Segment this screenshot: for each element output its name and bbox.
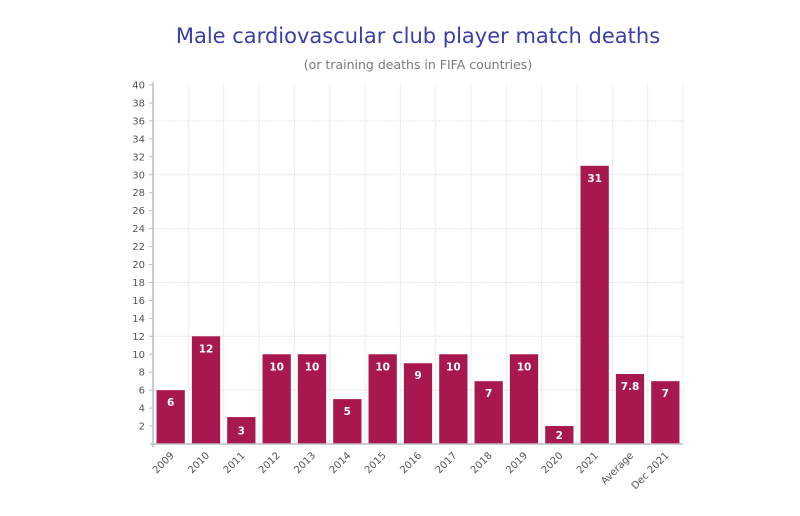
x-tick-label: 2011 (222, 450, 248, 476)
data-label: 12 (199, 343, 214, 355)
x-tick-labels: 2009 2010 2011 2012 2013 2014 2015 2016 2017 2018… (151, 450, 671, 492)
data-label: 31 (587, 173, 602, 185)
y-tick-label: 32 (132, 152, 145, 163)
y-tick-label: 36 (132, 116, 145, 127)
x-tick-label: 2016 (398, 450, 424, 476)
y-tick-label: 26 (132, 206, 145, 217)
y-tick-label: 8 (139, 368, 145, 379)
bars (156, 165, 680, 444)
y-tick-label: 38 (132, 98, 145, 109)
y-tick-label: 30 (132, 170, 145, 181)
x-tick-label: Average (599, 450, 636, 487)
data-label: 9 (414, 370, 421, 382)
bar-2010 (191, 336, 221, 444)
bar-2011 (227, 417, 256, 444)
y-tick-label: 28 (132, 188, 145, 199)
data-label: 7.8 (621, 381, 640, 393)
x-tick-label: 2014 (328, 450, 354, 476)
bar-2016 (403, 363, 433, 444)
x-tick-label: 2019 (504, 450, 530, 476)
y-tick-label: 16 (132, 296, 145, 307)
axes (149, 82, 683, 447)
bar-2014 (333, 399, 362, 444)
x-tick-label: Dec 2021 (630, 450, 672, 492)
x-tick-label: 2018 (469, 450, 495, 476)
x-tick-label: 2013 (292, 450, 318, 476)
data-label: 10 (375, 361, 390, 373)
chart-subtitle: (or training deaths in FIFA countries) (303, 57, 533, 72)
data-label: 2 (556, 430, 563, 442)
y-tick-label: 12 (132, 332, 145, 343)
bar-2012 (262, 354, 291, 444)
bar-2021 (580, 165, 609, 444)
y-tick-label: 14 (132, 314, 145, 325)
x-tick-label: 2017 (434, 450, 460, 476)
y-tick-label: 24 (132, 224, 145, 235)
data-label: 7 (662, 388, 669, 400)
x-tick-label: 2010 (186, 450, 212, 476)
bar-2015 (368, 354, 397, 444)
x-tick-label: 2021 (575, 450, 601, 476)
chart-title: Male cardiovascular club player match de… (175, 24, 661, 48)
data-labels: 6 12 3 10 10 5 10 9 10 7 10 2 31 7.8 7 (167, 173, 669, 442)
data-label: 3 (238, 426, 245, 438)
x-tick-label: 2009 (151, 450, 177, 476)
data-label: 10 (305, 361, 320, 373)
bar-dec-2021 (651, 381, 680, 444)
y-tick-label: 22 (132, 242, 145, 253)
y-tick-label: 6 (139, 386, 145, 397)
y-tick-label: 18 (132, 278, 145, 289)
y-tick-label: 4 (139, 404, 145, 415)
y-tick-label: 2 (139, 422, 145, 433)
data-label: 10 (517, 361, 532, 373)
y-tick-label: 10 (132, 350, 145, 361)
data-label: 6 (167, 397, 174, 409)
bar-2018 (474, 381, 503, 444)
y-tick-label: 34 (132, 134, 145, 145)
x-tick-label: 2020 (540, 450, 566, 476)
y-tick-label: 20 (132, 260, 145, 271)
x-tick-label: 2012 (257, 450, 283, 476)
bar-2020 (545, 426, 574, 444)
data-label: 10 (446, 361, 461, 373)
bar-average (615, 373, 645, 444)
bar-2017 (439, 354, 468, 444)
bar-2009 (156, 390, 185, 444)
bar-2019 (509, 354, 539, 444)
data-label: 10 (269, 361, 284, 373)
data-label: 5 (344, 406, 351, 418)
bar-2013 (297, 354, 327, 444)
data-label: 7 (485, 388, 492, 400)
x-tick-label: 2015 (363, 450, 389, 476)
y-tick-label: 40 (132, 81, 145, 92)
